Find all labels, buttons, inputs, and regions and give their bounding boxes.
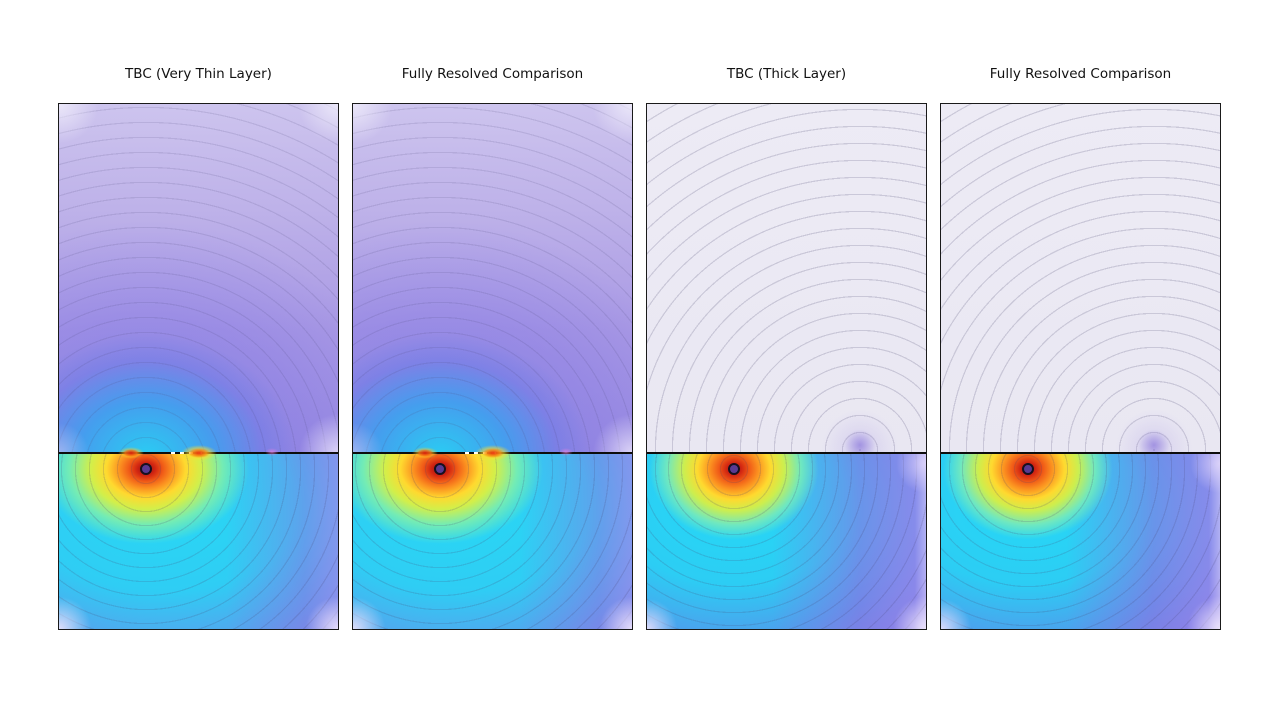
source-point-marker [140,463,152,475]
contour-plot-resolved-thick [940,103,1221,630]
upper-medium-region [353,104,632,453]
panel-title: TBC (Very Thin Layer) [125,66,272,82]
image-point-smudge [265,448,279,456]
panel-title: Fully Resolved Comparison [401,66,584,82]
panel-tbc-very-thin: TBC (Very Thin Layer) [58,64,339,630]
upper-medium-region [647,104,926,453]
source-point-marker [1022,463,1034,475]
panel-title: TBC (Thick Layer) [726,66,847,82]
interface-hotspot-left [412,447,438,459]
lower-medium-region [647,453,926,629]
lower-medium-region [59,453,338,629]
contour-plot-tbc-very-thin [58,103,339,630]
panel-tbc-thick: TBC (Thick Layer) [646,64,927,630]
panel-title: Fully Resolved Comparison [989,66,1172,82]
upper-medium-region [59,104,338,453]
interface-hotspot-right [475,445,511,461]
upper-medium-region [941,104,1220,453]
interface-hotspot-right [181,445,217,461]
source-point-marker [728,463,740,475]
panel-resolved-thick: Fully Resolved Comparison [940,64,1221,630]
contour-plot-resolved-very-thin [352,103,633,630]
lower-medium-region [353,453,632,629]
interface-hotspot-left [118,447,144,459]
image-point-smudge [559,448,573,456]
contour-plot-tbc-thick [646,103,927,630]
panel-resolved-very-thin: Fully Resolved Comparison [352,64,633,630]
source-point-marker [434,463,446,475]
interface-line [941,452,1220,454]
lower-medium-region [941,453,1220,629]
interface-line [647,452,926,454]
